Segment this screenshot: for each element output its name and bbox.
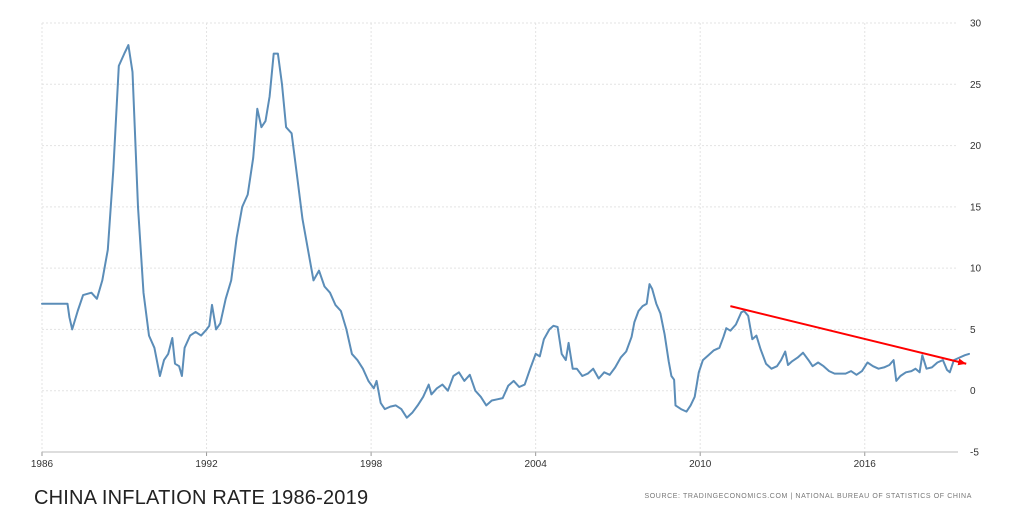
x-tick-label: 2010: [689, 459, 712, 470]
y-tick-label: -5: [970, 448, 979, 459]
x-tick-label: 1986: [31, 459, 54, 470]
trend-arrowhead: [957, 358, 967, 366]
y-tick-label: 25: [970, 80, 982, 91]
y-tick-label: 15: [970, 202, 982, 213]
x-tick-label: 1992: [195, 459, 218, 470]
y-tick-label: 20: [970, 141, 982, 152]
trendline-layer: [730, 305, 967, 366]
x-tick-label: 2004: [525, 459, 548, 470]
chart-title: CHINA INFLATION RATE 1986-2019: [34, 487, 369, 509]
grid-lines: [41, 22, 958, 453]
inflation-series-line: [41, 44, 970, 419]
chart-source: SOURCE: TRADINGECONOMICS.COM | NATIONAL …: [644, 493, 972, 500]
trend-line: [730, 305, 967, 365]
series-layer: [41, 44, 970, 419]
y-axis: -5 0 5 10 15 20 25 30: [970, 19, 982, 459]
y-tick-label: 30: [970, 19, 982, 30]
x-tick-label: 2016: [854, 459, 877, 470]
y-tick-label: 5: [970, 325, 976, 336]
x-tick-label: 1998: [360, 459, 383, 470]
y-tick-label: 0: [970, 386, 976, 397]
x-axis: 1986 1992 1998 2004 2010 2016: [31, 451, 958, 470]
y-tick-label: 10: [970, 264, 982, 275]
